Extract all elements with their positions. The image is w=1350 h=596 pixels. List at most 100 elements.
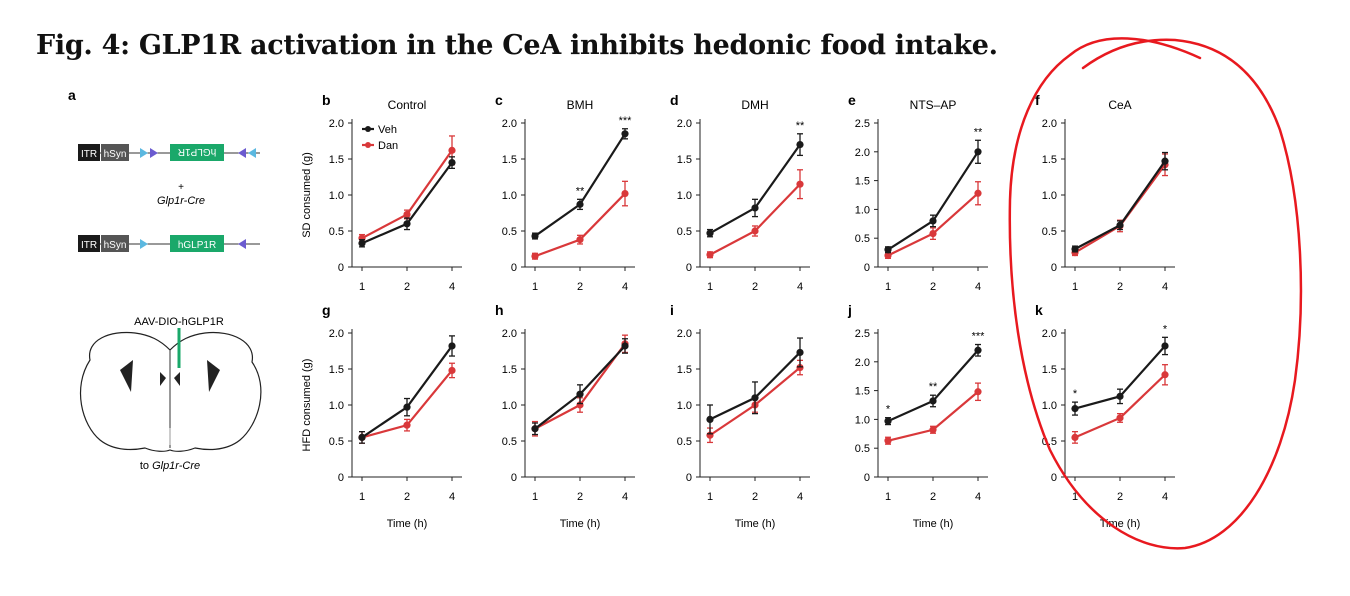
x-tick-label: 2 bbox=[752, 491, 758, 503]
y-tick-label: 0.5 bbox=[855, 443, 870, 455]
series-line bbox=[1074, 164, 1166, 254]
y-tick-label: 0 bbox=[686, 472, 692, 484]
y-tick-label: 1.5 bbox=[502, 154, 517, 166]
y-tick-label: 1.5 bbox=[677, 364, 692, 376]
cea-left bbox=[160, 372, 166, 386]
y-tick-label: 2.5 bbox=[855, 328, 870, 340]
x-tick-label: 4 bbox=[622, 491, 628, 503]
legend-label: Veh bbox=[378, 124, 397, 136]
x-tick-label: 2 bbox=[404, 491, 410, 503]
data-point bbox=[796, 180, 804, 188]
panel-title-b: Control bbox=[388, 98, 427, 112]
y-tick-label: 1.0 bbox=[855, 414, 870, 426]
data-point bbox=[1071, 405, 1079, 413]
y-tick-label: 1.0 bbox=[502, 400, 517, 412]
panel-label-j: j bbox=[847, 302, 852, 318]
series-dan bbox=[884, 181, 982, 260]
y-tick-label: 0.5 bbox=[1042, 226, 1057, 238]
y-tick-label: 0 bbox=[511, 472, 517, 484]
significance-marker: * bbox=[886, 404, 891, 416]
data-point bbox=[751, 227, 759, 235]
panel-title-c: BMH bbox=[567, 98, 594, 112]
x-tick-label: 1 bbox=[359, 491, 365, 503]
y-tick-label: 2.0 bbox=[677, 118, 692, 130]
y-tick-label: 2.0 bbox=[855, 357, 870, 369]
series-veh bbox=[884, 139, 982, 254]
x-tick-label: 2 bbox=[1117, 491, 1123, 503]
data-point bbox=[1161, 157, 1169, 165]
series-veh bbox=[1071, 151, 1169, 253]
y-tick-label: 1.0 bbox=[677, 400, 692, 412]
panel-label-e: e bbox=[848, 92, 856, 108]
data-point bbox=[1161, 371, 1169, 379]
x-axis-label: Time (h) bbox=[735, 518, 776, 530]
x-axis-label: Time (h) bbox=[913, 518, 954, 530]
data-point bbox=[884, 251, 892, 260]
data-point bbox=[531, 425, 539, 433]
x-tick-label: 1 bbox=[1072, 491, 1078, 503]
chart-panel-b: b Control 0 0.5 1.0 1.5 2.0 1 2 4 SD consumed (g) V… bbox=[301, 92, 462, 293]
itr-left-label: ITR bbox=[81, 149, 97, 160]
legend-marker bbox=[365, 142, 371, 148]
data-point bbox=[884, 417, 892, 425]
panel-label-h: h bbox=[495, 302, 504, 318]
y-tick-label: 0.5 bbox=[329, 436, 344, 448]
data-point bbox=[1161, 342, 1169, 350]
hsyn-label: hSyn bbox=[104, 240, 127, 251]
panel-label-k: k bbox=[1035, 302, 1043, 318]
x-tick-label: 4 bbox=[449, 491, 455, 503]
x-tick-label: 4 bbox=[1162, 281, 1168, 293]
data-point bbox=[403, 403, 411, 411]
x-tick-label: 2 bbox=[577, 281, 583, 293]
construct-inverted: ITR hSyn hGLP1R ITR bbox=[78, 144, 260, 161]
data-point bbox=[403, 220, 411, 228]
series-veh bbox=[884, 343, 982, 426]
panel-a-schematic: a ITR hSyn hGLP1R ITR + Glp1r-Cre ITR hS… bbox=[68, 88, 260, 252]
data-point bbox=[358, 433, 366, 441]
data-point bbox=[576, 390, 584, 398]
data-point bbox=[706, 251, 714, 259]
data-point bbox=[974, 148, 982, 156]
data-point bbox=[531, 232, 539, 240]
chart-panel-i: i 0 0.5 1.0 1.5 2.0 1 2 4 Time (h) bbox=[670, 302, 810, 530]
series-veh bbox=[531, 128, 629, 240]
x-axis-label: Time (h) bbox=[560, 518, 601, 530]
virus-label: AAV-DIO-hGLP1R bbox=[134, 316, 224, 328]
panel-title-e: NTS–AP bbox=[910, 98, 957, 112]
x-axis-label: Time (h) bbox=[387, 518, 428, 530]
y-tick-label: 0.5 bbox=[329, 226, 344, 238]
chart-panel-g: g 0 0.5 1.0 1.5 2.0 1 2 4 Time (h) HFD consumed (g… bbox=[301, 302, 462, 530]
series-line bbox=[709, 183, 801, 256]
data-point bbox=[974, 189, 982, 197]
data-point bbox=[796, 363, 804, 372]
significance-marker: * bbox=[1163, 323, 1168, 335]
series-line bbox=[709, 143, 801, 235]
data-point bbox=[576, 236, 584, 244]
y-tick-label: 1.0 bbox=[1042, 400, 1057, 412]
y-tick-label: 1.5 bbox=[502, 364, 517, 376]
significance-marker: ** bbox=[929, 381, 938, 393]
data-point bbox=[706, 229, 714, 237]
y-tick-label: 0.5 bbox=[502, 226, 517, 238]
y-tick-label: 2.0 bbox=[329, 118, 344, 130]
data-point bbox=[751, 204, 759, 212]
y-tick-label: 0.5 bbox=[502, 436, 517, 448]
itr-left-label: ITR bbox=[81, 240, 97, 251]
data-point bbox=[1116, 414, 1124, 422]
data-point bbox=[884, 246, 892, 254]
y-tick-label: 1.5 bbox=[329, 364, 344, 376]
panel-title-f: CeA bbox=[1108, 98, 1131, 112]
x-tick-label: 2 bbox=[930, 491, 936, 503]
ventricle-left bbox=[120, 360, 133, 392]
data-point bbox=[929, 229, 937, 238]
y-tick-label: 1.0 bbox=[855, 204, 870, 216]
data-point bbox=[1071, 433, 1079, 441]
series-dan bbox=[706, 169, 804, 259]
series-veh bbox=[358, 156, 456, 248]
panel-label-c: c bbox=[495, 92, 503, 108]
x-tick-label: 1 bbox=[885, 491, 891, 503]
data-point bbox=[1071, 245, 1079, 253]
y-tick-label: 2.0 bbox=[1042, 118, 1057, 130]
